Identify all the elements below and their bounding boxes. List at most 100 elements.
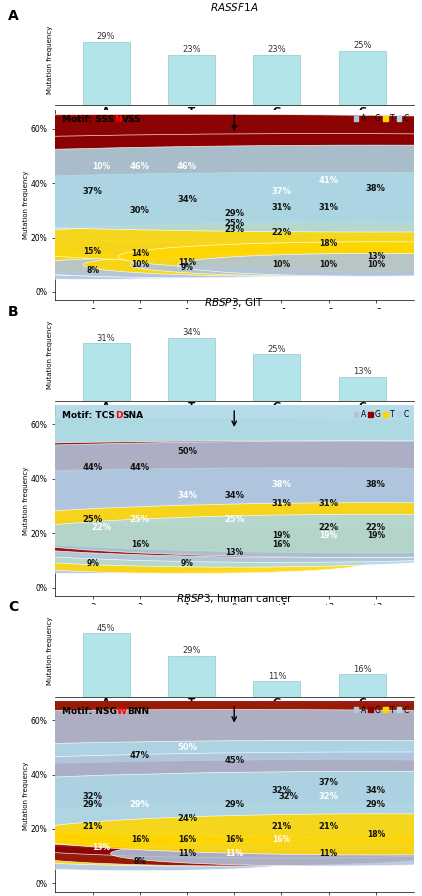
Ellipse shape — [0, 802, 422, 850]
Ellipse shape — [0, 149, 422, 234]
Text: 31%: 31% — [97, 333, 115, 342]
Ellipse shape — [83, 254, 422, 276]
Ellipse shape — [0, 514, 422, 557]
Text: 13%: 13% — [353, 367, 372, 376]
Y-axis label: Mutation frequency: Mutation frequency — [23, 171, 29, 239]
Text: 14%: 14% — [131, 249, 149, 258]
Text: 16%: 16% — [272, 835, 290, 844]
Ellipse shape — [0, 254, 338, 276]
X-axis label: positions: positions — [214, 614, 254, 623]
Ellipse shape — [0, 514, 422, 557]
Ellipse shape — [0, 833, 359, 863]
Text: 9%: 9% — [181, 559, 193, 568]
Bar — [254, 354, 300, 401]
Text: VSS: VSS — [122, 116, 141, 125]
Text: 9%: 9% — [86, 559, 99, 568]
Text: 11%: 11% — [319, 849, 338, 858]
Ellipse shape — [0, 172, 422, 243]
Ellipse shape — [0, 771, 422, 838]
Ellipse shape — [0, 503, 422, 553]
Text: 32%: 32% — [271, 787, 292, 796]
Ellipse shape — [0, 491, 422, 548]
Text: 29%: 29% — [224, 800, 244, 809]
Ellipse shape — [0, 456, 422, 534]
Bar — [254, 55, 300, 105]
Text: 18%: 18% — [319, 238, 338, 247]
Text: 21%: 21% — [271, 822, 292, 831]
Text: 18%: 18% — [367, 830, 385, 839]
Ellipse shape — [16, 840, 422, 866]
Text: 24%: 24% — [177, 814, 197, 823]
Text: 38%: 38% — [366, 184, 386, 193]
Text: 13%: 13% — [367, 252, 385, 261]
Ellipse shape — [0, 441, 422, 528]
Text: 31%: 31% — [271, 203, 292, 212]
Text: 16%: 16% — [131, 539, 149, 548]
Text: 11%: 11% — [225, 849, 243, 858]
Ellipse shape — [0, 771, 422, 838]
Text: 34%: 34% — [224, 491, 244, 500]
Ellipse shape — [0, 238, 417, 270]
Text: 23%: 23% — [268, 46, 286, 55]
Text: 22%: 22% — [271, 228, 292, 237]
Ellipse shape — [0, 222, 422, 263]
Ellipse shape — [0, 822, 422, 858]
Ellipse shape — [0, 840, 405, 866]
Text: 13%: 13% — [92, 843, 110, 852]
Text: BNN: BNN — [127, 707, 149, 716]
Text: 8%: 8% — [133, 857, 146, 866]
Text: 31%: 31% — [319, 499, 338, 508]
Text: 23%: 23% — [224, 225, 244, 234]
Text: Motif: TCS: Motif: TCS — [62, 411, 115, 420]
X-axis label: positions: positions — [214, 318, 254, 327]
Text: N: N — [114, 116, 122, 125]
Text: 19%: 19% — [272, 531, 290, 540]
Ellipse shape — [0, 418, 422, 518]
Text: 29%: 29% — [130, 800, 150, 809]
Text: 50%: 50% — [177, 447, 197, 456]
Text: 22%: 22% — [91, 523, 111, 532]
Text: 11%: 11% — [178, 257, 196, 267]
Text: 11%: 11% — [268, 672, 286, 681]
Text: 50%: 50% — [177, 743, 197, 752]
Ellipse shape — [0, 526, 422, 563]
Text: 8%: 8% — [86, 266, 99, 275]
Bar — [83, 343, 130, 401]
Text: 41%: 41% — [319, 176, 339, 185]
Title: $\it{RBSP3}$, human cancer: $\it{RBSP3}$, human cancer — [176, 591, 293, 605]
Text: 10%: 10% — [319, 260, 338, 270]
Text: 22%: 22% — [366, 523, 386, 532]
Ellipse shape — [118, 242, 422, 271]
Ellipse shape — [0, 456, 422, 534]
Text: 13%: 13% — [225, 547, 243, 556]
Ellipse shape — [0, 760, 422, 833]
Ellipse shape — [0, 261, 251, 280]
Text: 31%: 31% — [319, 203, 338, 212]
Text: 29%: 29% — [224, 209, 244, 218]
Bar — [168, 656, 215, 696]
Text: 25%: 25% — [130, 515, 150, 524]
Text: 16%: 16% — [272, 539, 290, 548]
Ellipse shape — [0, 203, 422, 255]
Text: 29%: 29% — [366, 800, 386, 809]
Ellipse shape — [0, 802, 422, 850]
Text: 15%: 15% — [84, 246, 102, 255]
Bar — [168, 338, 215, 401]
Bar — [339, 376, 386, 401]
Ellipse shape — [0, 771, 422, 838]
Ellipse shape — [0, 207, 422, 257]
Ellipse shape — [178, 254, 422, 276]
Bar — [254, 681, 300, 696]
Ellipse shape — [0, 172, 422, 243]
Text: 38%: 38% — [366, 479, 386, 488]
Text: 37%: 37% — [83, 186, 103, 196]
Text: 22%: 22% — [319, 523, 339, 532]
Ellipse shape — [0, 249, 405, 275]
Ellipse shape — [0, 468, 422, 538]
Text: 29%: 29% — [182, 646, 201, 655]
Ellipse shape — [19, 814, 422, 855]
Text: SNA: SNA — [122, 411, 143, 420]
Text: 10%: 10% — [367, 260, 385, 270]
Text: 25%: 25% — [353, 41, 371, 50]
Legend: A, G, T, C: A, G, T, C — [353, 409, 410, 419]
